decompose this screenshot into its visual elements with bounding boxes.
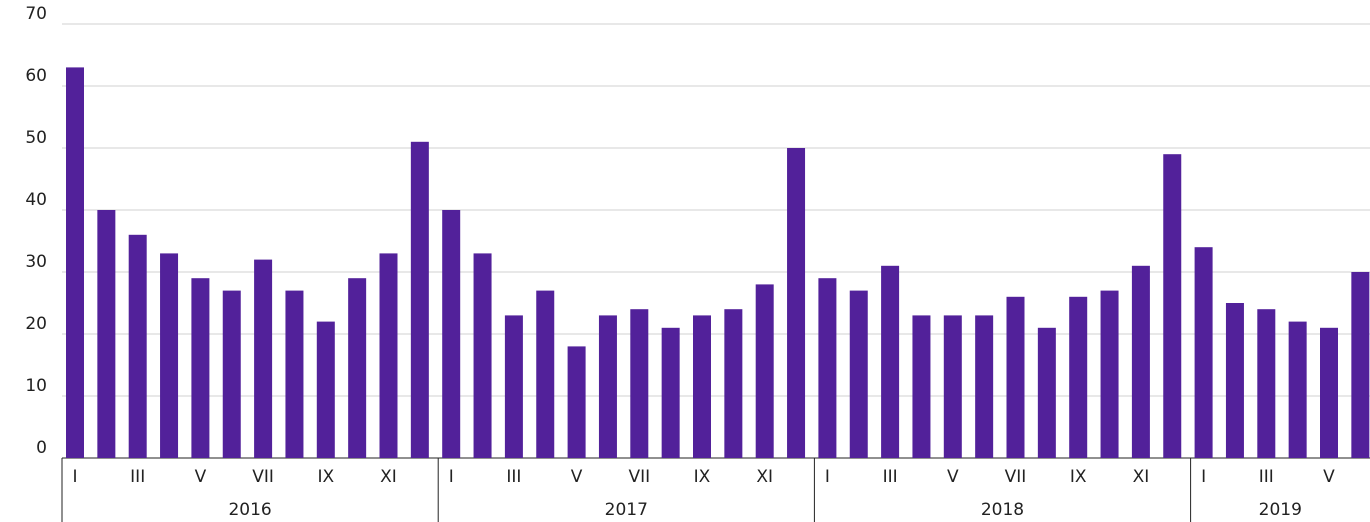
x-tick-label: V bbox=[1323, 467, 1335, 487]
x-tick-label: III bbox=[1259, 467, 1274, 487]
bar bbox=[536, 290, 555, 458]
group-label: 2019 bbox=[1259, 500, 1302, 520]
x-tick-label: I bbox=[72, 467, 77, 487]
bar bbox=[379, 253, 398, 458]
y-tick-label: 20 bbox=[25, 314, 47, 334]
x-tick-label: VII bbox=[1005, 467, 1027, 487]
y-tick-label: 10 bbox=[25, 376, 47, 396]
y-tick-label: 0 bbox=[36, 438, 47, 458]
x-tick-label: III bbox=[506, 467, 521, 487]
bar bbox=[818, 278, 837, 458]
bar bbox=[348, 278, 367, 458]
bar bbox=[442, 210, 461, 458]
bar bbox=[881, 265, 900, 458]
x-tick-label: V bbox=[947, 467, 959, 487]
bar bbox=[943, 315, 962, 458]
x-tick-label: XI bbox=[1133, 467, 1150, 487]
y-tick-label: 40 bbox=[25, 190, 47, 210]
bar bbox=[222, 290, 241, 458]
y-tick-label: 50 bbox=[25, 128, 47, 148]
bar bbox=[191, 278, 210, 458]
x-tick-label: VII bbox=[628, 467, 650, 487]
y-tick-label: 30 bbox=[25, 252, 47, 272]
bar bbox=[849, 290, 868, 458]
bar bbox=[504, 315, 523, 458]
bar bbox=[410, 141, 429, 459]
x-tick-label: XI bbox=[380, 467, 397, 487]
bar bbox=[1131, 265, 1150, 458]
bar bbox=[1257, 309, 1276, 458]
bar bbox=[1037, 327, 1056, 458]
bar bbox=[693, 315, 711, 458]
bar bbox=[567, 346, 586, 458]
bar bbox=[661, 327, 680, 458]
x-tick-label: IX bbox=[1070, 467, 1087, 487]
bar bbox=[160, 253, 179, 458]
bar bbox=[1100, 290, 1119, 458]
y-tick-label: 60 bbox=[25, 66, 47, 86]
bar bbox=[787, 148, 806, 458]
bar bbox=[755, 284, 774, 458]
x-tick-label: I bbox=[1201, 467, 1206, 487]
bar bbox=[128, 234, 147, 458]
group-label: 2018 bbox=[981, 500, 1024, 520]
bar bbox=[598, 315, 617, 458]
bar bbox=[912, 315, 931, 458]
bar bbox=[285, 290, 304, 458]
bar bbox=[724, 309, 743, 458]
x-tick-label: V bbox=[195, 467, 207, 487]
bar bbox=[473, 253, 492, 458]
x-tick-label: XI bbox=[756, 467, 773, 487]
x-tick-label: III bbox=[883, 467, 898, 487]
x-tick-label: IX bbox=[694, 467, 711, 487]
bar bbox=[97, 210, 116, 458]
bar bbox=[1069, 296, 1088, 458]
bar bbox=[316, 321, 335, 458]
bar bbox=[254, 259, 273, 458]
bar bbox=[1194, 247, 1213, 458]
bar bbox=[66, 67, 84, 459]
bar bbox=[630, 309, 649, 458]
x-tick-label: I bbox=[825, 467, 830, 487]
group-label: 2017 bbox=[605, 500, 648, 520]
bar bbox=[1006, 296, 1025, 458]
bar bbox=[1163, 154, 1182, 458]
x-tick-label: III bbox=[130, 467, 145, 487]
bar bbox=[1225, 303, 1244, 458]
bar bbox=[975, 315, 994, 458]
x-tick-label: VII bbox=[252, 467, 274, 487]
x-tick-label: IX bbox=[317, 467, 334, 487]
x-tick-label: V bbox=[571, 467, 583, 487]
bar bbox=[1351, 272, 1370, 458]
bar bbox=[1288, 321, 1307, 458]
bar bbox=[1320, 327, 1338, 458]
x-tick-label: I bbox=[449, 467, 454, 487]
y-tick-label: 70 bbox=[25, 4, 47, 24]
group-label: 2016 bbox=[228, 500, 271, 520]
